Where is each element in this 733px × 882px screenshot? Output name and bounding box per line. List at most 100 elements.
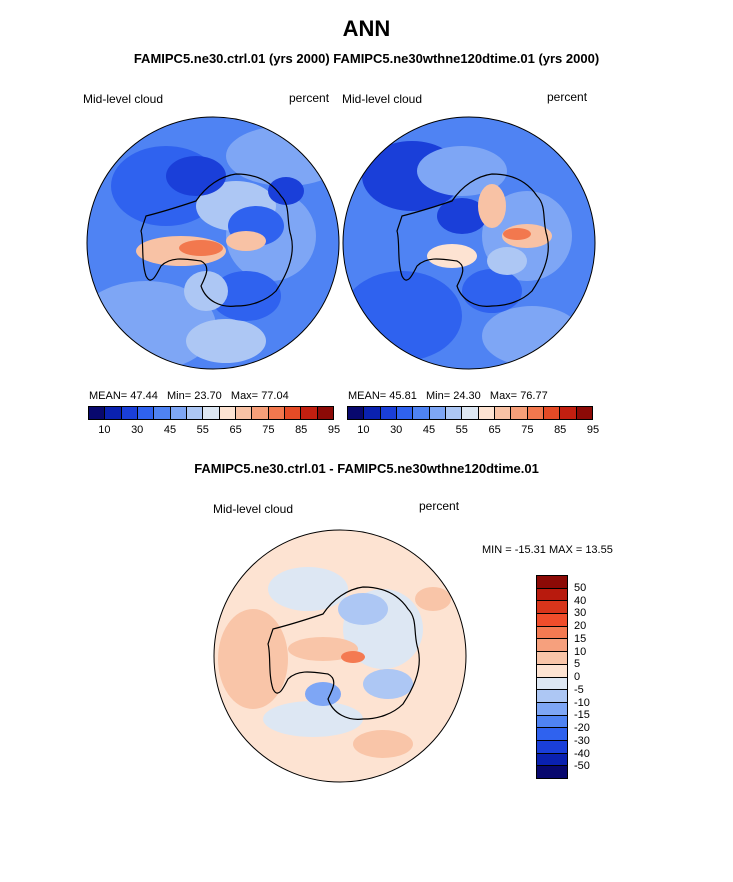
panel1-colorbar-swatch <box>170 407 187 419</box>
panel2-colorbar-swatch <box>380 407 397 419</box>
panel1-colorbar-swatch <box>219 407 236 419</box>
diff-minmax-label: MIN = -15.31 MAX = 13.55 <box>482 544 613 556</box>
panel2-mean-label: MEAN= <box>348 390 387 402</box>
panel1-field-contour <box>226 231 266 251</box>
panel1-colorbar-tick-label: 10 <box>98 424 111 436</box>
panel2-colorbar-tick-label: 75 <box>521 424 534 436</box>
panel1-field-contour <box>166 156 226 196</box>
panel2-colorbar-swatch <box>560 407 577 419</box>
panel2-max-label: Max= <box>489 390 518 402</box>
diff-variable-label: Mid-level cloud <box>213 502 294 516</box>
diff-colorbar-swatch <box>537 715 567 729</box>
panel2-field-contour <box>437 198 487 234</box>
panel2-colorbar-swatch <box>511 407 528 419</box>
diff-colorbar-swatch <box>537 588 567 602</box>
panel1-colorbar-swatch <box>154 407 171 419</box>
panel2-colorbar-tick-label: 30 <box>390 424 403 436</box>
panel1-colorbar <box>88 406 334 420</box>
panel1-colorbar-tick-label: 75 <box>262 424 275 436</box>
diff-colorbar-tick-label: 30 <box>574 607 587 620</box>
panel2-colorbar-swatch <box>543 407 561 419</box>
panel1-colorbar-tick-label: 45 <box>163 424 177 436</box>
diff-colorbar-tick-label: -40 <box>574 747 590 760</box>
panel1-colorbar-swatch <box>89 407 106 419</box>
panel1-colorbar-tick-label: 85 <box>295 424 308 436</box>
panel1-colorbar-swatch <box>186 407 204 419</box>
panel1-mean-label: MEAN= <box>89 390 128 402</box>
diff-field-contour <box>288 637 358 661</box>
diff-colorbar-tick-label: -20 <box>574 722 590 734</box>
panel1-colorbar-swatch <box>252 407 269 419</box>
panel2-colorbar-swatch <box>364 407 381 419</box>
diff-colorbar-tick-label: -50 <box>574 760 590 773</box>
panel1-field-contour <box>211 271 281 321</box>
panel1-colorbar-swatch <box>301 407 318 419</box>
panel2-colorbar <box>347 406 593 420</box>
panel1-colorbar-swatch <box>235 407 253 419</box>
panel2-field-contour <box>417 146 507 196</box>
panel2-map <box>342 116 596 370</box>
diff-field-contour <box>341 651 365 663</box>
panel2-colorbar-ticks: 10 30 45 55 65 75 85 95 <box>347 424 599 438</box>
panel2-colorbar-swatch <box>576 407 592 419</box>
diff-colorbar-tick-label: 50 <box>574 581 587 594</box>
panel1-colorbar-swatch <box>268 407 285 419</box>
panel2-colorbar-swatch <box>527 407 544 419</box>
diff-colorbar-swatch <box>537 702 567 716</box>
diff-colorbar-tick-label: 15 <box>574 632 587 645</box>
panel2-colorbar-swatch <box>462 407 479 419</box>
panel1-field-contour <box>184 271 228 311</box>
diff-colorbar-swatch <box>537 576 567 589</box>
diff-field-contour <box>338 593 388 625</box>
panel1-colorbar-tick-label: 55 <box>196 424 209 436</box>
panel1-colorbar-swatch <box>137 407 155 419</box>
diff-coastline <box>267 586 420 720</box>
panel2-colorbar-tick-label: 55 <box>455 424 468 436</box>
panel2-colorbar-tick-label: 10 <box>357 424 370 436</box>
panel2-field-contour <box>487 247 527 275</box>
panel2-colorbar-tick-label: 85 <box>554 424 567 436</box>
panel1-colorbar-ticks: 10 30 45 55 65 75 85 95 <box>88 424 340 438</box>
panel1-coastline <box>140 173 293 307</box>
panel2-field-contour <box>343 271 462 361</box>
panel2-colorbar-tick-label: 65 <box>488 424 501 436</box>
panel1-colorbar-swatch <box>121 407 138 419</box>
diff-field-contour <box>363 669 413 699</box>
diff-colorbar-swatch <box>537 728 567 741</box>
diff-colorbar-swatch <box>537 753 567 767</box>
panel2-colorbar-swatch <box>445 407 463 419</box>
panel2-stats: MEAN= 45.81 Min= 24.30 Max= 76.77 <box>348 390 548 402</box>
diff-title: FAMIPC5.ne30.ctrl.01 - FAMIPC5.ne30wthne… <box>194 461 539 476</box>
panel2-colorbar-swatch <box>429 407 446 419</box>
panel2-min-value: 24.30 <box>453 390 481 402</box>
diff-colorbar-swatch <box>537 639 567 653</box>
panel2-coastline <box>396 173 549 307</box>
panel2-variable-label: Mid-level cloud <box>342 92 423 106</box>
diff-colorbar-tick-label: 20 <box>574 620 587 632</box>
panel1-field-contour <box>179 240 223 256</box>
panel1-colorbar-swatch <box>284 407 302 419</box>
diff-colorbar-swatch <box>537 664 567 678</box>
diff-colorbar-tick-label: 40 <box>574 594 587 607</box>
diff-colorbar-swatch <box>537 677 567 691</box>
diff-field-contour <box>268 567 348 611</box>
panel2-mean-value: 45.81 <box>389 390 417 402</box>
panel2-field-contour <box>462 269 522 313</box>
panel1-units-label: percent <box>289 91 330 105</box>
diff-colorbar-tick-label: -30 <box>574 734 590 747</box>
panel2-colorbar-swatch <box>413 407 430 419</box>
figure-subtitle: FAMIPC5.ne30.ctrl.01 (yrs 2000) FAMIPC5.… <box>133 51 600 66</box>
diff-units-label: percent <box>419 499 460 513</box>
panel1-min-label: Min= <box>166 390 192 402</box>
panel2-field-contour <box>427 244 477 268</box>
diff-field-contour <box>415 587 451 611</box>
diff-field-contour <box>305 682 341 706</box>
panel1-map <box>86 116 340 370</box>
diff-colorbar-tick-label: 5 <box>574 658 581 671</box>
panel2-colorbar-tick-label: 45 <box>422 424 436 436</box>
panel1-colorbar-swatch <box>203 407 220 419</box>
panel1-colorbar-tick-label: 95 <box>327 424 341 436</box>
diff-colorbar-swatch <box>537 690 567 703</box>
panel1-colorbar-tick-label: 65 <box>229 424 242 436</box>
panel1-colorbar-tick-label: 30 <box>131 424 144 436</box>
